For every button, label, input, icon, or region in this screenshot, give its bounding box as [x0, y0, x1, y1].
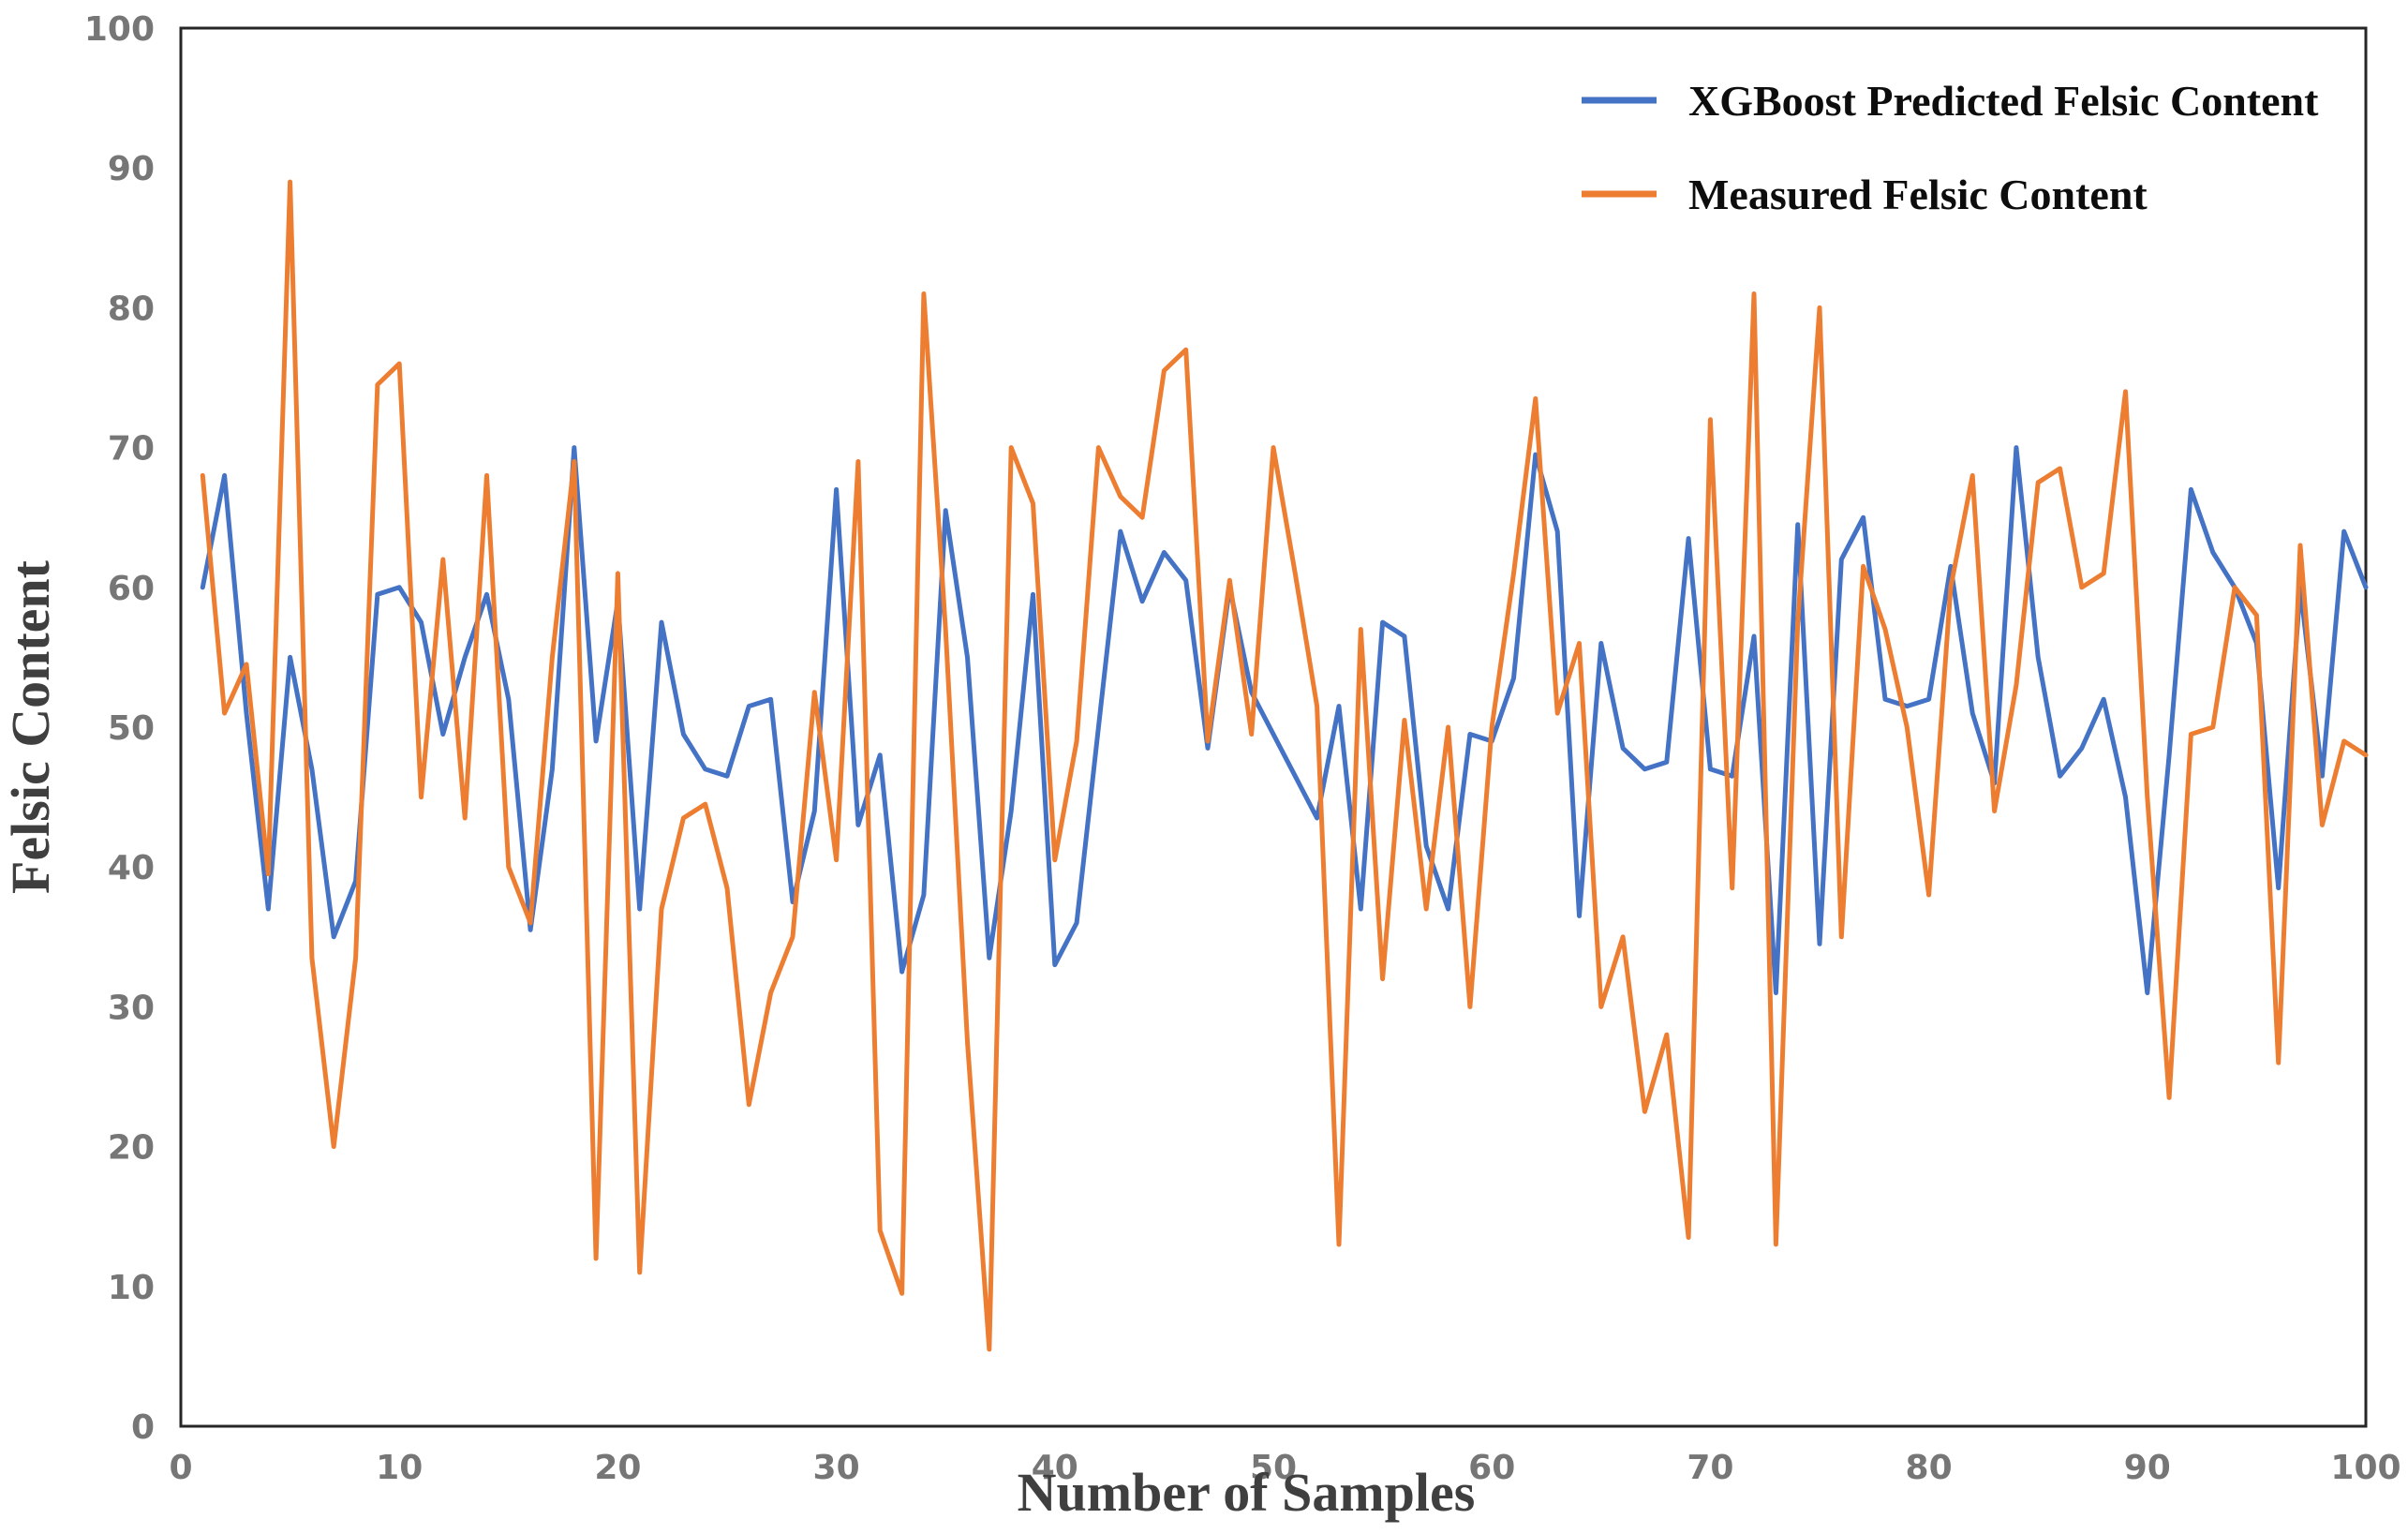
plot-border: [179, 26, 2368, 1428]
measured-line: [200, 179, 2369, 1352]
x-tick-label: 90: [2124, 1449, 2171, 1487]
x-tick-label: 10: [376, 1449, 423, 1487]
x-axis-title: Number of Samples: [1018, 1462, 1476, 1523]
y-tick-label: 10: [108, 1269, 155, 1307]
xgboost-legend-label: XGBoost Predicted Felsic Content: [1688, 77, 2319, 125]
y-tick-label: 20: [108, 1129, 155, 1168]
x-tick-label: 0: [169, 1449, 192, 1487]
y-tick-label: 80: [108, 290, 155, 328]
x-axis-ticks: 0 10 20 30 40 50 60 70 80 90 100: [169, 1449, 2401, 1487]
legend-item-measured: Measured Felsic Content: [1582, 171, 2148, 218]
legend-item-xgboost: XGBoost Predicted Felsic Content: [1582, 77, 2319, 125]
y-tick-label: 0: [131, 1408, 155, 1447]
measured-legend-label: Measured Felsic Content: [1688, 171, 2148, 218]
y-tick-label: 40: [108, 849, 155, 887]
y-tick-label: 50: [108, 709, 155, 748]
y-axis-title: Felsic Content: [0, 559, 61, 894]
xgboost-predicted-line: [200, 445, 2369, 995]
legend: XGBoost Predicted Felsic Content Measure…: [1582, 77, 2319, 218]
x-tick-label: 70: [1687, 1449, 1733, 1487]
x-tick-label: 100: [2330, 1449, 2401, 1487]
x-tick-label: 30: [813, 1449, 860, 1487]
y-tick-label: 60: [108, 570, 155, 608]
x-tick-label: 80: [1906, 1449, 1953, 1487]
x-tick-label: 20: [594, 1449, 641, 1487]
x-tick-label: 40: [1032, 1449, 1078, 1487]
y-tick-label: 90: [108, 150, 155, 188]
y-axis-ticks: 0 10 20 30 40 50 60 70 80 90 100: [84, 10, 155, 1447]
y-tick-label: 70: [108, 430, 155, 469]
x-tick-label: 50: [1250, 1449, 1297, 1487]
x-tick-label: 60: [1468, 1449, 1515, 1487]
y-tick-label: 100: [84, 10, 155, 49]
y-tick-label: 30: [108, 989, 155, 1027]
